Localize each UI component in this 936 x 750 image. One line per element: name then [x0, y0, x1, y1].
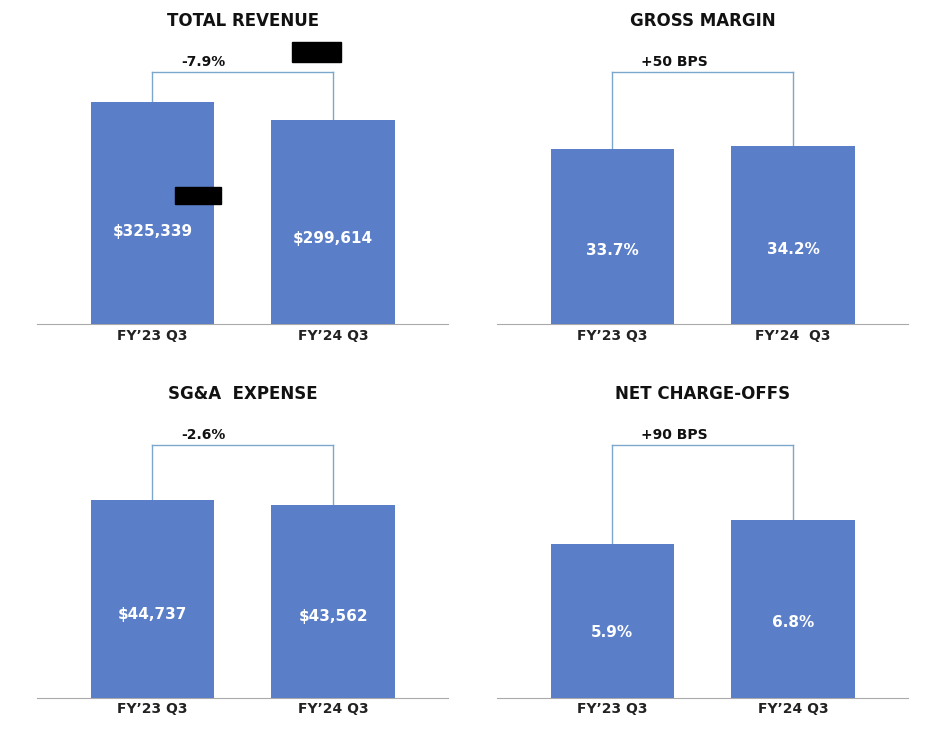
Text: 33.7%: 33.7%: [586, 243, 638, 258]
Text: +90 BPS: +90 BPS: [641, 428, 708, 442]
Text: $43,562: $43,562: [299, 609, 368, 624]
Bar: [271, 120, 395, 325]
Text: -7.9%: -7.9%: [182, 55, 226, 69]
Text: -2.6%: -2.6%: [182, 428, 226, 442]
Bar: [91, 102, 214, 325]
Text: $325,339: $325,339: [112, 224, 193, 238]
FancyBboxPatch shape: [175, 187, 222, 205]
Text: 34.2%: 34.2%: [767, 242, 819, 257]
Bar: [271, 506, 395, 698]
Text: $44,737: $44,737: [118, 607, 187, 622]
FancyBboxPatch shape: [292, 42, 342, 62]
Text: 5.9%: 5.9%: [592, 626, 634, 640]
Text: +50 BPS: +50 BPS: [641, 55, 708, 69]
Text: $299,614: $299,614: [293, 231, 373, 246]
Title: TOTAL REVENUE: TOTAL REVENUE: [167, 13, 319, 31]
Text: 6.8%: 6.8%: [772, 616, 814, 631]
Bar: [731, 146, 855, 325]
Bar: [550, 544, 674, 698]
Title: NET CHARGE-OFFS: NET CHARGE-OFFS: [615, 386, 790, 404]
Bar: [91, 500, 214, 698]
Title: SG&A  EXPENSE: SG&A EXPENSE: [168, 386, 317, 404]
Bar: [550, 148, 674, 325]
Title: GROSS MARGIN: GROSS MARGIN: [630, 13, 775, 31]
Bar: [731, 520, 855, 698]
